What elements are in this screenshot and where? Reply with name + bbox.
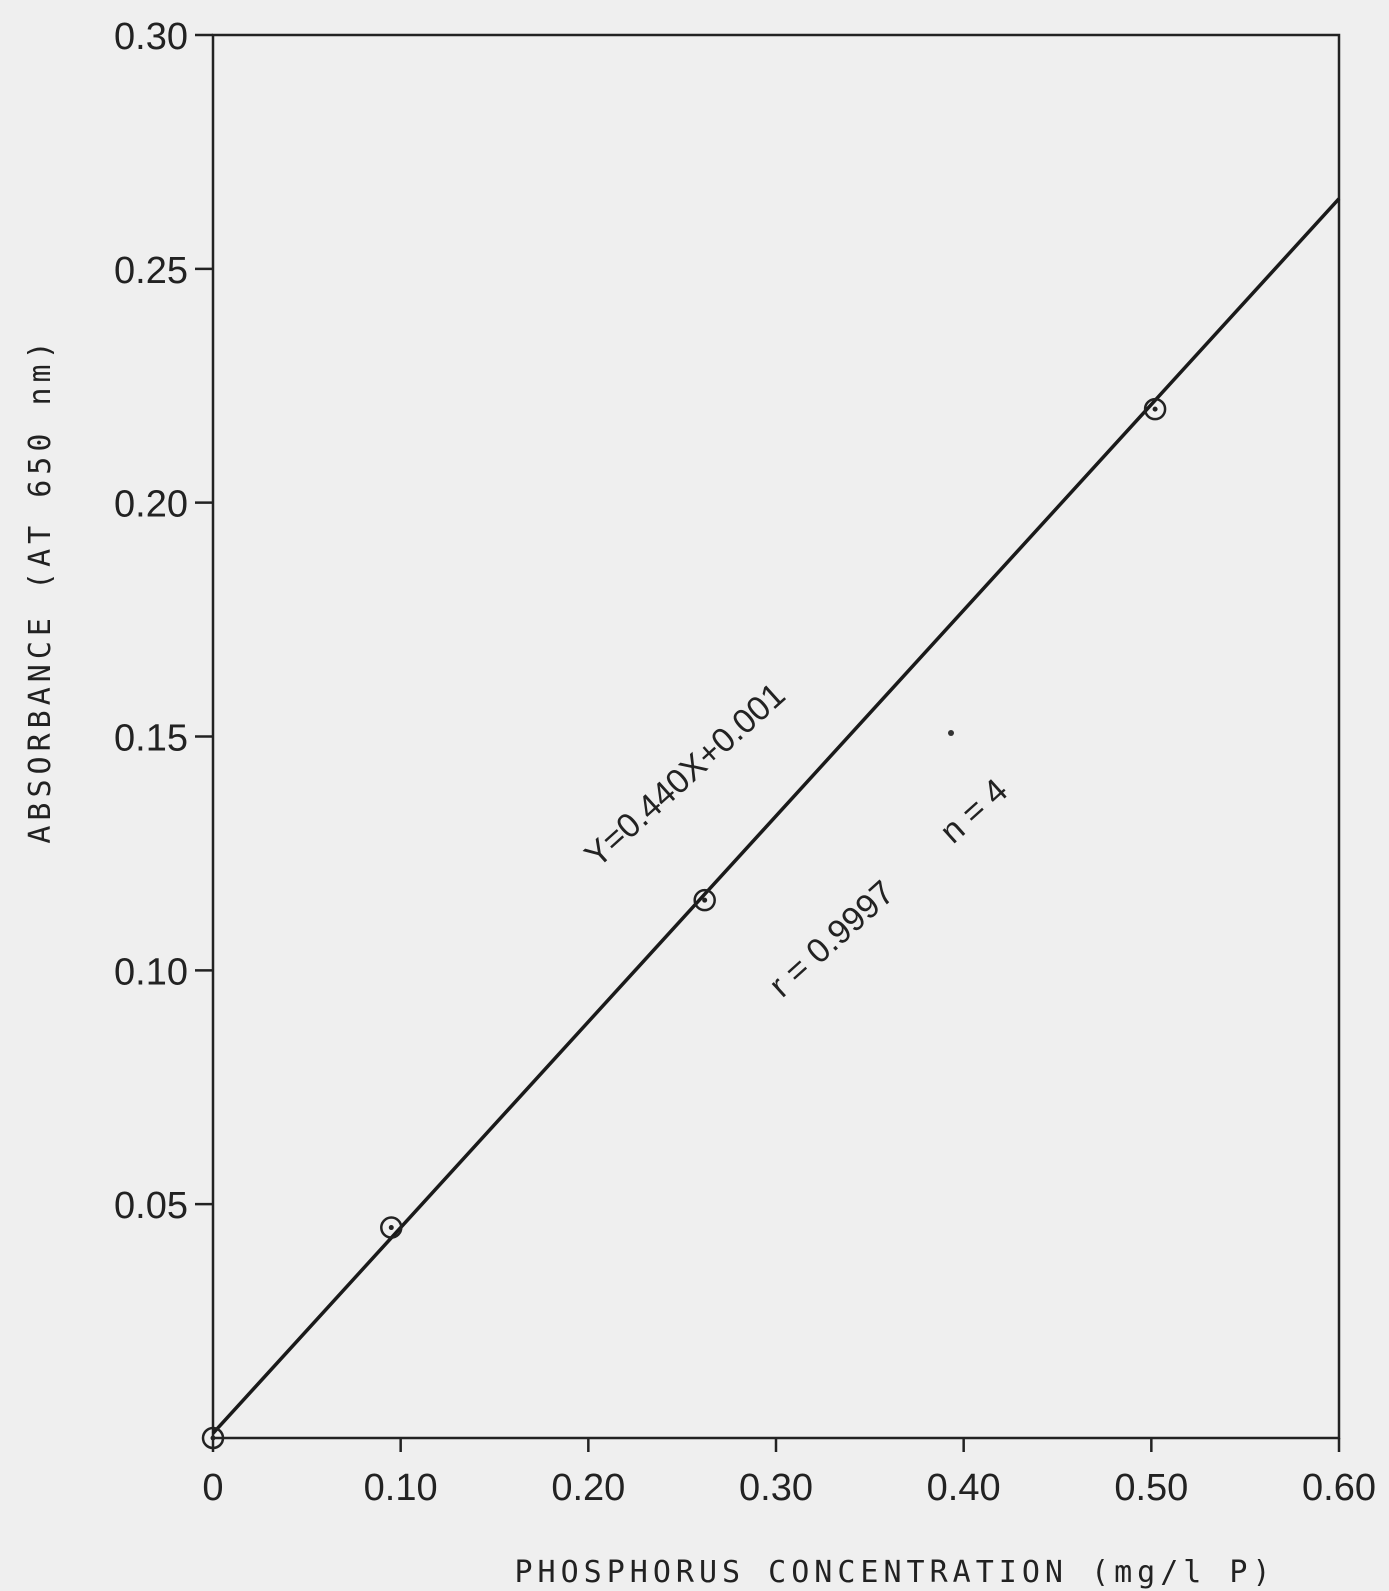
x-tick-label: 0.30 [739, 1467, 813, 1509]
data-point-center [702, 897, 708, 903]
data-points [201, 397, 1167, 1450]
x-tick-label: 0.40 [927, 1467, 1001, 1509]
data-point [201, 1426, 225, 1450]
data-point [693, 888, 716, 912]
y-tick-label: 0.05 [114, 1185, 188, 1227]
y-axis-ticks: 0.05 0.10 0.15 0.20 0.25 0.30 [114, 16, 213, 1227]
correlation-annotation: r = 0.9997 [762, 873, 902, 1004]
data-point-center [210, 1435, 216, 1441]
data-point [1143, 397, 1167, 421]
stray-dot [948, 730, 954, 736]
fit-line [211, 197, 1341, 1435]
fit-line-group [211, 197, 1341, 1435]
y-tick-label: 0.20 [114, 484, 188, 526]
y-tick-label: 0.25 [114, 250, 188, 292]
x-tick-label: 0.50 [1114, 1467, 1188, 1509]
x-tick-label: 0.20 [551, 1467, 625, 1509]
data-point-center [388, 1225, 394, 1231]
equation-annotation: Y=0.440X+0.001 [578, 676, 793, 875]
data-point [380, 1216, 403, 1239]
data-point-center [1152, 406, 1158, 412]
y-tick-label: 0.10 [114, 951, 188, 993]
x-axis-ticks: 0 0.10 0.20 0.30 0.40 0.50 0.60 [202, 1438, 1376, 1509]
x-tick-label: 0 [202, 1467, 223, 1509]
x-tick-label: 0.60 [1302, 1467, 1376, 1509]
x-tick-label: 0.10 [364, 1467, 438, 1509]
x-axis-title: PHOSPHORUS CONCENTRATION (mg/l P) [514, 1555, 1275, 1590]
annotation-block: Y=0.440X+0.001 r = 0.9997 n = 4 [578, 676, 1016, 1005]
y-tick-label: 0.15 [114, 718, 188, 760]
y-axis-title: ABSORBANCE (AT 650 nm) [23, 336, 58, 843]
y-tick-label: 0.30 [114, 16, 188, 58]
count-annotation: n = 4 [933, 771, 1015, 850]
